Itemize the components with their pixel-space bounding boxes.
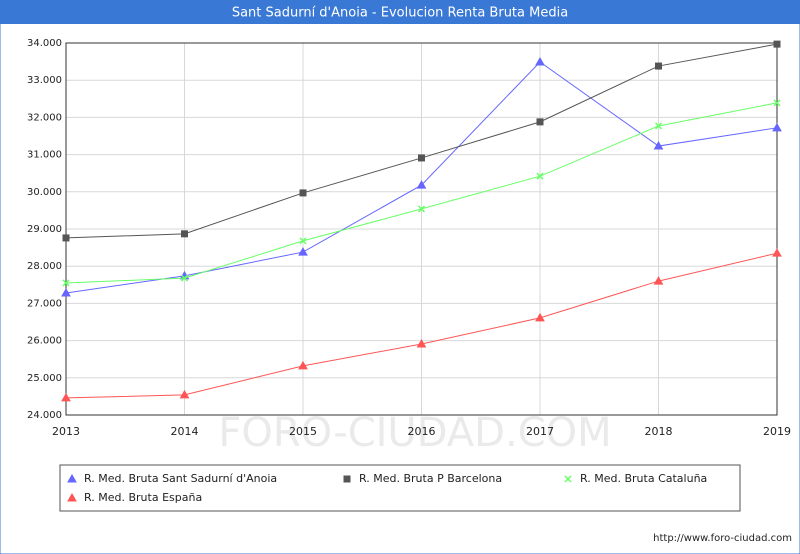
legend-marker xyxy=(343,475,351,483)
chart-title: Sant Sadurní d'Anoia - Evolucion Renta B… xyxy=(232,6,568,21)
x-tick-label: 2017 xyxy=(526,425,554,438)
point xyxy=(179,389,190,399)
y-tick-label: 33.000 xyxy=(27,75,62,86)
point xyxy=(655,62,662,70)
x-tick-label: 2013 xyxy=(52,425,80,438)
point xyxy=(298,247,308,256)
y-tick-label: 25.000 xyxy=(27,373,62,384)
legend xyxy=(59,464,741,512)
legend-label: R. Med. Bruta Cataluña xyxy=(580,472,707,485)
point xyxy=(772,122,782,132)
legend-label: R. Med. Bruta España xyxy=(84,491,202,504)
y-tick-label: 29.000 xyxy=(27,224,62,235)
legend-marker xyxy=(67,473,77,483)
point xyxy=(61,287,71,297)
point xyxy=(654,122,663,130)
point xyxy=(653,276,664,285)
x-tick-label: 2015 xyxy=(289,425,317,438)
y-tick-label: 31.000 xyxy=(27,150,62,161)
point xyxy=(61,392,71,402)
y-tick-label: 27.000 xyxy=(27,298,62,309)
point xyxy=(299,237,307,245)
x-tick-label: 2016 xyxy=(408,425,436,438)
plot-area xyxy=(65,42,778,416)
point xyxy=(62,234,70,242)
point xyxy=(299,189,307,197)
y-tick-label: 32.000 xyxy=(27,112,62,123)
point xyxy=(181,230,188,238)
title-bar xyxy=(0,0,800,24)
point xyxy=(773,99,781,107)
point xyxy=(536,118,544,126)
point xyxy=(535,312,545,322)
point xyxy=(416,180,427,189)
point xyxy=(772,248,782,257)
y-tick-label: 26.000 xyxy=(27,336,62,347)
point xyxy=(416,338,427,348)
y-tick-label: 30.000 xyxy=(27,187,62,198)
legend-marker xyxy=(67,492,77,502)
y-tick-label: 24.000 xyxy=(27,410,62,421)
point xyxy=(298,360,308,370)
y-tick-label: 34.000 xyxy=(27,38,62,49)
x-tick-label: 2019 xyxy=(763,425,791,438)
point xyxy=(417,205,426,213)
legend-marker xyxy=(564,475,572,483)
x-tick-label: 2014 xyxy=(171,425,199,438)
point xyxy=(653,141,664,150)
point xyxy=(773,40,781,48)
point xyxy=(535,56,545,66)
point xyxy=(536,172,544,180)
point xyxy=(180,274,189,282)
point xyxy=(62,279,70,287)
point xyxy=(418,154,425,162)
legend-label: R. Med. Bruta Sant Sadurní d'Anoia xyxy=(84,472,277,485)
watermark: FORO-CIUDAD.COM xyxy=(218,410,611,456)
legend-label: R. Med. Bruta P Barcelona xyxy=(359,472,502,485)
source: http://www.foro-ciudad.com xyxy=(653,533,792,544)
y-tick-label: 28.000 xyxy=(27,261,62,272)
x-tick-label: 2018 xyxy=(645,425,673,438)
